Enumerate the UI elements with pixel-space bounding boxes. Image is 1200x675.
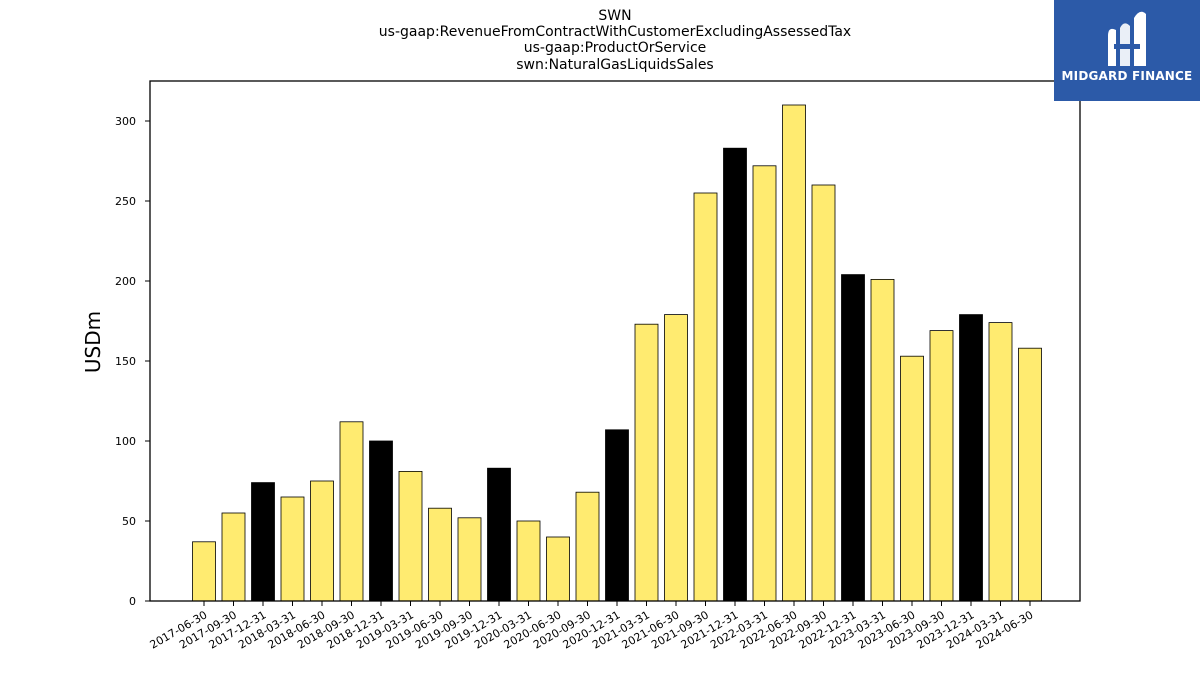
bar-2023-09-30	[929, 330, 954, 602]
bar-2021-06-30	[664, 314, 688, 602]
bar-2019-06-30	[428, 507, 452, 602]
chart-title: SWN us-gaap:RevenueFromContractWithCusto…	[379, 8, 851, 73]
y-tick-label: 100	[115, 435, 136, 448]
bar-2017-09-30	[221, 512, 246, 602]
y-axis: 0 50 100 150 200 250 300	[115, 115, 150, 608]
bar-2020-09-30	[575, 491, 600, 602]
company-logo: MIDGARD FINANCE	[1054, 0, 1200, 101]
x-axis: 2017-06-302017-09-302017-12-312018-03-31…	[148, 601, 1036, 652]
bar-2017-06-30	[192, 541, 216, 602]
bar-2022-06-30	[782, 104, 806, 602]
bar-2018-09-30	[339, 421, 364, 602]
bar-2022-03-31	[752, 165, 777, 602]
y-tick-label: 50	[122, 515, 136, 528]
bar-2019-09-30	[457, 517, 482, 602]
title-line-3: us-gaap:ProductOrService	[524, 40, 707, 56]
logo-text: MIDGARD FINANCE	[1061, 69, 1193, 83]
bar-2023-12-31	[959, 314, 983, 602]
bars-group	[192, 104, 1042, 602]
title-line-4: swn:NaturalGasLiquidsSales	[516, 57, 713, 73]
bar-2023-03-31	[870, 278, 895, 602]
bar-2021-03-31	[634, 323, 659, 602]
y-tick-label: 250	[115, 195, 136, 208]
bar-2019-12-31	[487, 467, 511, 602]
title-line-2: us-gaap:RevenueFromContractWithCustomerE…	[379, 24, 851, 40]
logo-mark-icon	[1108, 11, 1146, 66]
bar-2018-03-31	[280, 496, 305, 602]
bar-2021-12-31	[723, 147, 747, 602]
bar-2023-06-30	[900, 355, 924, 602]
y-tick-label: 150	[115, 355, 136, 368]
bar-2024-03-31	[988, 322, 1013, 602]
bar-2020-03-31	[516, 520, 541, 602]
bar-2018-06-30	[310, 480, 334, 602]
plot-frame	[149, 80, 1081, 602]
bar-2018-12-31	[369, 440, 393, 602]
bar-2021-09-30	[693, 192, 718, 602]
bar-2022-09-30	[811, 184, 836, 602]
bar-2019-03-31	[398, 470, 423, 602]
bar-2020-06-30	[546, 536, 570, 602]
y-tick-label: 0	[129, 595, 136, 608]
y-tick-label: 300	[115, 115, 136, 128]
bar-2022-12-31	[841, 274, 865, 602]
bar-2017-12-31	[251, 482, 275, 602]
y-tick-label: 200	[115, 275, 136, 288]
bar-2020-12-31	[605, 429, 629, 602]
y-axis-label: USDm	[81, 311, 105, 373]
title-line-1: SWN	[598, 8, 631, 24]
bar-2024-06-30	[1018, 347, 1042, 602]
